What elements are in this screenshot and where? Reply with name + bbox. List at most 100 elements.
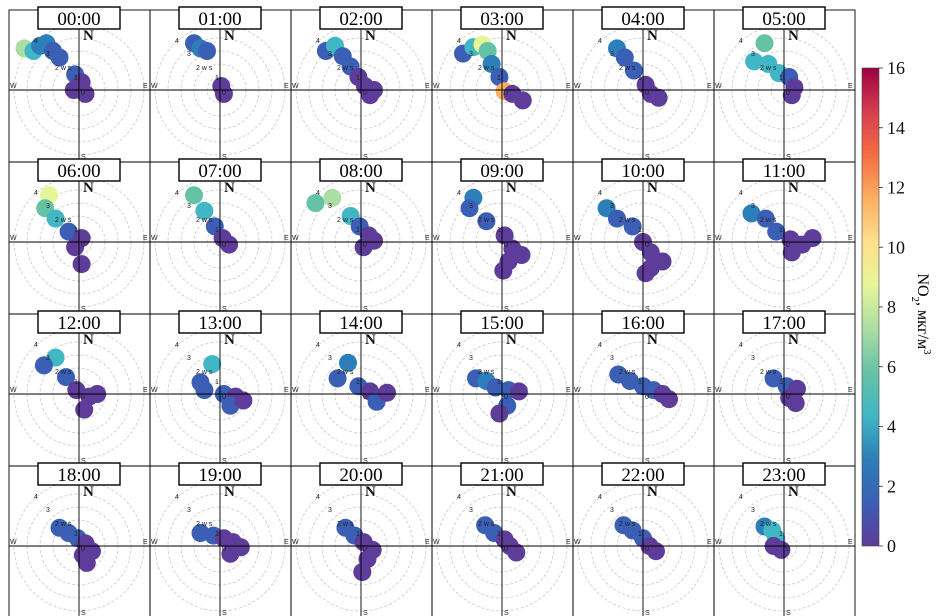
radial-tick-label: 3 bbox=[610, 507, 614, 514]
time-label-box bbox=[178, 310, 262, 334]
radial-tick-label: 3 bbox=[751, 507, 755, 514]
radial-zero-label: 0 bbox=[81, 90, 85, 97]
compass-west: W bbox=[574, 539, 581, 546]
time-label-box bbox=[37, 310, 121, 334]
radial-tick-label: 1 bbox=[356, 75, 360, 82]
concentration-blob bbox=[195, 381, 214, 400]
concentration-blob bbox=[203, 355, 222, 374]
compass-west: W bbox=[715, 539, 722, 546]
time-label: 12:00 bbox=[57, 313, 100, 334]
radial-tick-label: 1 bbox=[356, 531, 360, 538]
compass-east: E bbox=[848, 83, 853, 90]
compass-south: S bbox=[645, 458, 650, 465]
concentration-blob bbox=[507, 543, 526, 562]
compass-south: S bbox=[504, 154, 509, 161]
panel-0400: 12 w s 3 4 0 W E S N04:00 bbox=[572, 6, 715, 163]
radial-tick-label: 4 bbox=[316, 190, 320, 197]
radial-tick-label: 3 bbox=[187, 51, 191, 58]
time-label-box bbox=[742, 6, 826, 30]
concentration-blob bbox=[66, 238, 85, 257]
radial-tick-label: 4 bbox=[34, 190, 38, 197]
compass-south: S bbox=[222, 610, 227, 616]
time-label: 08:00 bbox=[339, 161, 382, 182]
panel-0800: 12 w s 3 4 0 W E S N08:00 bbox=[290, 158, 433, 315]
time-label-box bbox=[37, 462, 121, 486]
concentration-blob bbox=[495, 226, 514, 245]
time-label-box bbox=[178, 158, 262, 182]
panel-1400: 12 w s 3 4 0 W E S N14:00 bbox=[290, 310, 433, 467]
panel-2100: 12 w s 3 4 0 W E S N21:00 bbox=[431, 462, 574, 616]
radial-tick-label: 4 bbox=[34, 38, 38, 45]
compass-west: W bbox=[433, 235, 440, 242]
radial-tick-label: 3 bbox=[46, 51, 50, 58]
compass-east: E bbox=[707, 235, 712, 242]
compass-east: E bbox=[566, 387, 571, 394]
compass-south: S bbox=[786, 306, 791, 313]
time-label: 19:00 bbox=[198, 465, 241, 486]
time-label: 21:00 bbox=[480, 465, 523, 486]
radial-tick-label: 2 w s bbox=[337, 369, 354, 376]
time-label-box bbox=[460, 158, 544, 182]
radial-tick-label: 4 bbox=[34, 494, 38, 501]
panel-1800: 12 w s 3 4 0 W E S N18:00 bbox=[8, 462, 151, 616]
concentration-blob bbox=[354, 238, 373, 257]
concentration-blob bbox=[77, 553, 96, 572]
radial-tick-label: 3 bbox=[610, 51, 614, 58]
compass-west: W bbox=[10, 539, 17, 546]
time-label: 11:00 bbox=[763, 161, 806, 182]
compass-north: N bbox=[83, 484, 94, 500]
time-label-box bbox=[178, 6, 262, 30]
compass-west: W bbox=[292, 235, 299, 242]
radial-tick-label: 4 bbox=[739, 494, 743, 501]
compass-west: W bbox=[715, 83, 722, 90]
radial-tick-label: 2 w s bbox=[55, 65, 72, 72]
concentration-blob bbox=[75, 400, 94, 419]
panel-1500: 12 w s 3 4 0 W E S N15:00 bbox=[431, 310, 574, 467]
radial-zero-label: 0 bbox=[786, 90, 790, 97]
colorbar-tick-label: 6 bbox=[887, 357, 896, 377]
radial-tick-label: 3 bbox=[610, 355, 614, 362]
compass-west: W bbox=[433, 539, 440, 546]
colorbar-scale bbox=[861, 67, 880, 547]
compass-north: N bbox=[83, 332, 94, 348]
radial-tick-label: 2 w s bbox=[760, 217, 777, 224]
concentration-blob bbox=[660, 390, 678, 409]
time-label: 03:00 bbox=[480, 9, 523, 30]
concentration-blob bbox=[198, 42, 216, 60]
compass-north: N bbox=[506, 332, 517, 348]
radial-tick-label: 1 bbox=[74, 75, 78, 82]
concentration-blob bbox=[57, 368, 75, 387]
time-label-box bbox=[319, 158, 403, 182]
concentration-blob bbox=[623, 217, 642, 236]
concentration-blob bbox=[742, 204, 761, 223]
compass-east: E bbox=[284, 539, 289, 546]
compass-south: S bbox=[363, 458, 368, 465]
panel-1300: 12 w s 3 4 0 W E S N13:00 bbox=[149, 310, 292, 467]
radial-zero-label: 0 bbox=[504, 90, 508, 97]
compass-east: E bbox=[425, 83, 430, 90]
panel-1700: 12 w s 3 4 0 W E S N17:00 bbox=[713, 310, 856, 467]
colorbar-tick-label: 14 bbox=[887, 118, 905, 138]
compass-south: S bbox=[222, 458, 227, 465]
radial-tick-label: 1 bbox=[779, 227, 783, 234]
time-label-box bbox=[460, 6, 544, 30]
colorbar-tick-label: 4 bbox=[887, 417, 896, 437]
concentration-blob bbox=[755, 34, 774, 53]
compass-east: E bbox=[566, 83, 571, 90]
concentration-blob bbox=[513, 91, 532, 110]
panel-0500: 12 w s 3 4 0 W E S N05:00 bbox=[713, 6, 856, 163]
compass-east: E bbox=[707, 539, 712, 546]
compass-west: W bbox=[292, 83, 299, 90]
compass-east: E bbox=[143, 387, 148, 394]
panel-frame bbox=[713, 9, 856, 163]
compass-north: N bbox=[788, 332, 799, 348]
concentration-blob bbox=[786, 394, 805, 413]
radial-zero-label: 0 bbox=[645, 546, 649, 553]
radial-tick-label: 3 bbox=[328, 51, 332, 58]
panel-0300: 12 w s 3 4 0 W E S N03:00 bbox=[431, 6, 574, 163]
compass-south: S bbox=[81, 306, 86, 313]
time-label: 14:00 bbox=[339, 313, 382, 334]
compass-west: W bbox=[151, 235, 158, 242]
compass-north: N bbox=[83, 180, 94, 196]
radial-tick-label: 4 bbox=[457, 494, 461, 501]
